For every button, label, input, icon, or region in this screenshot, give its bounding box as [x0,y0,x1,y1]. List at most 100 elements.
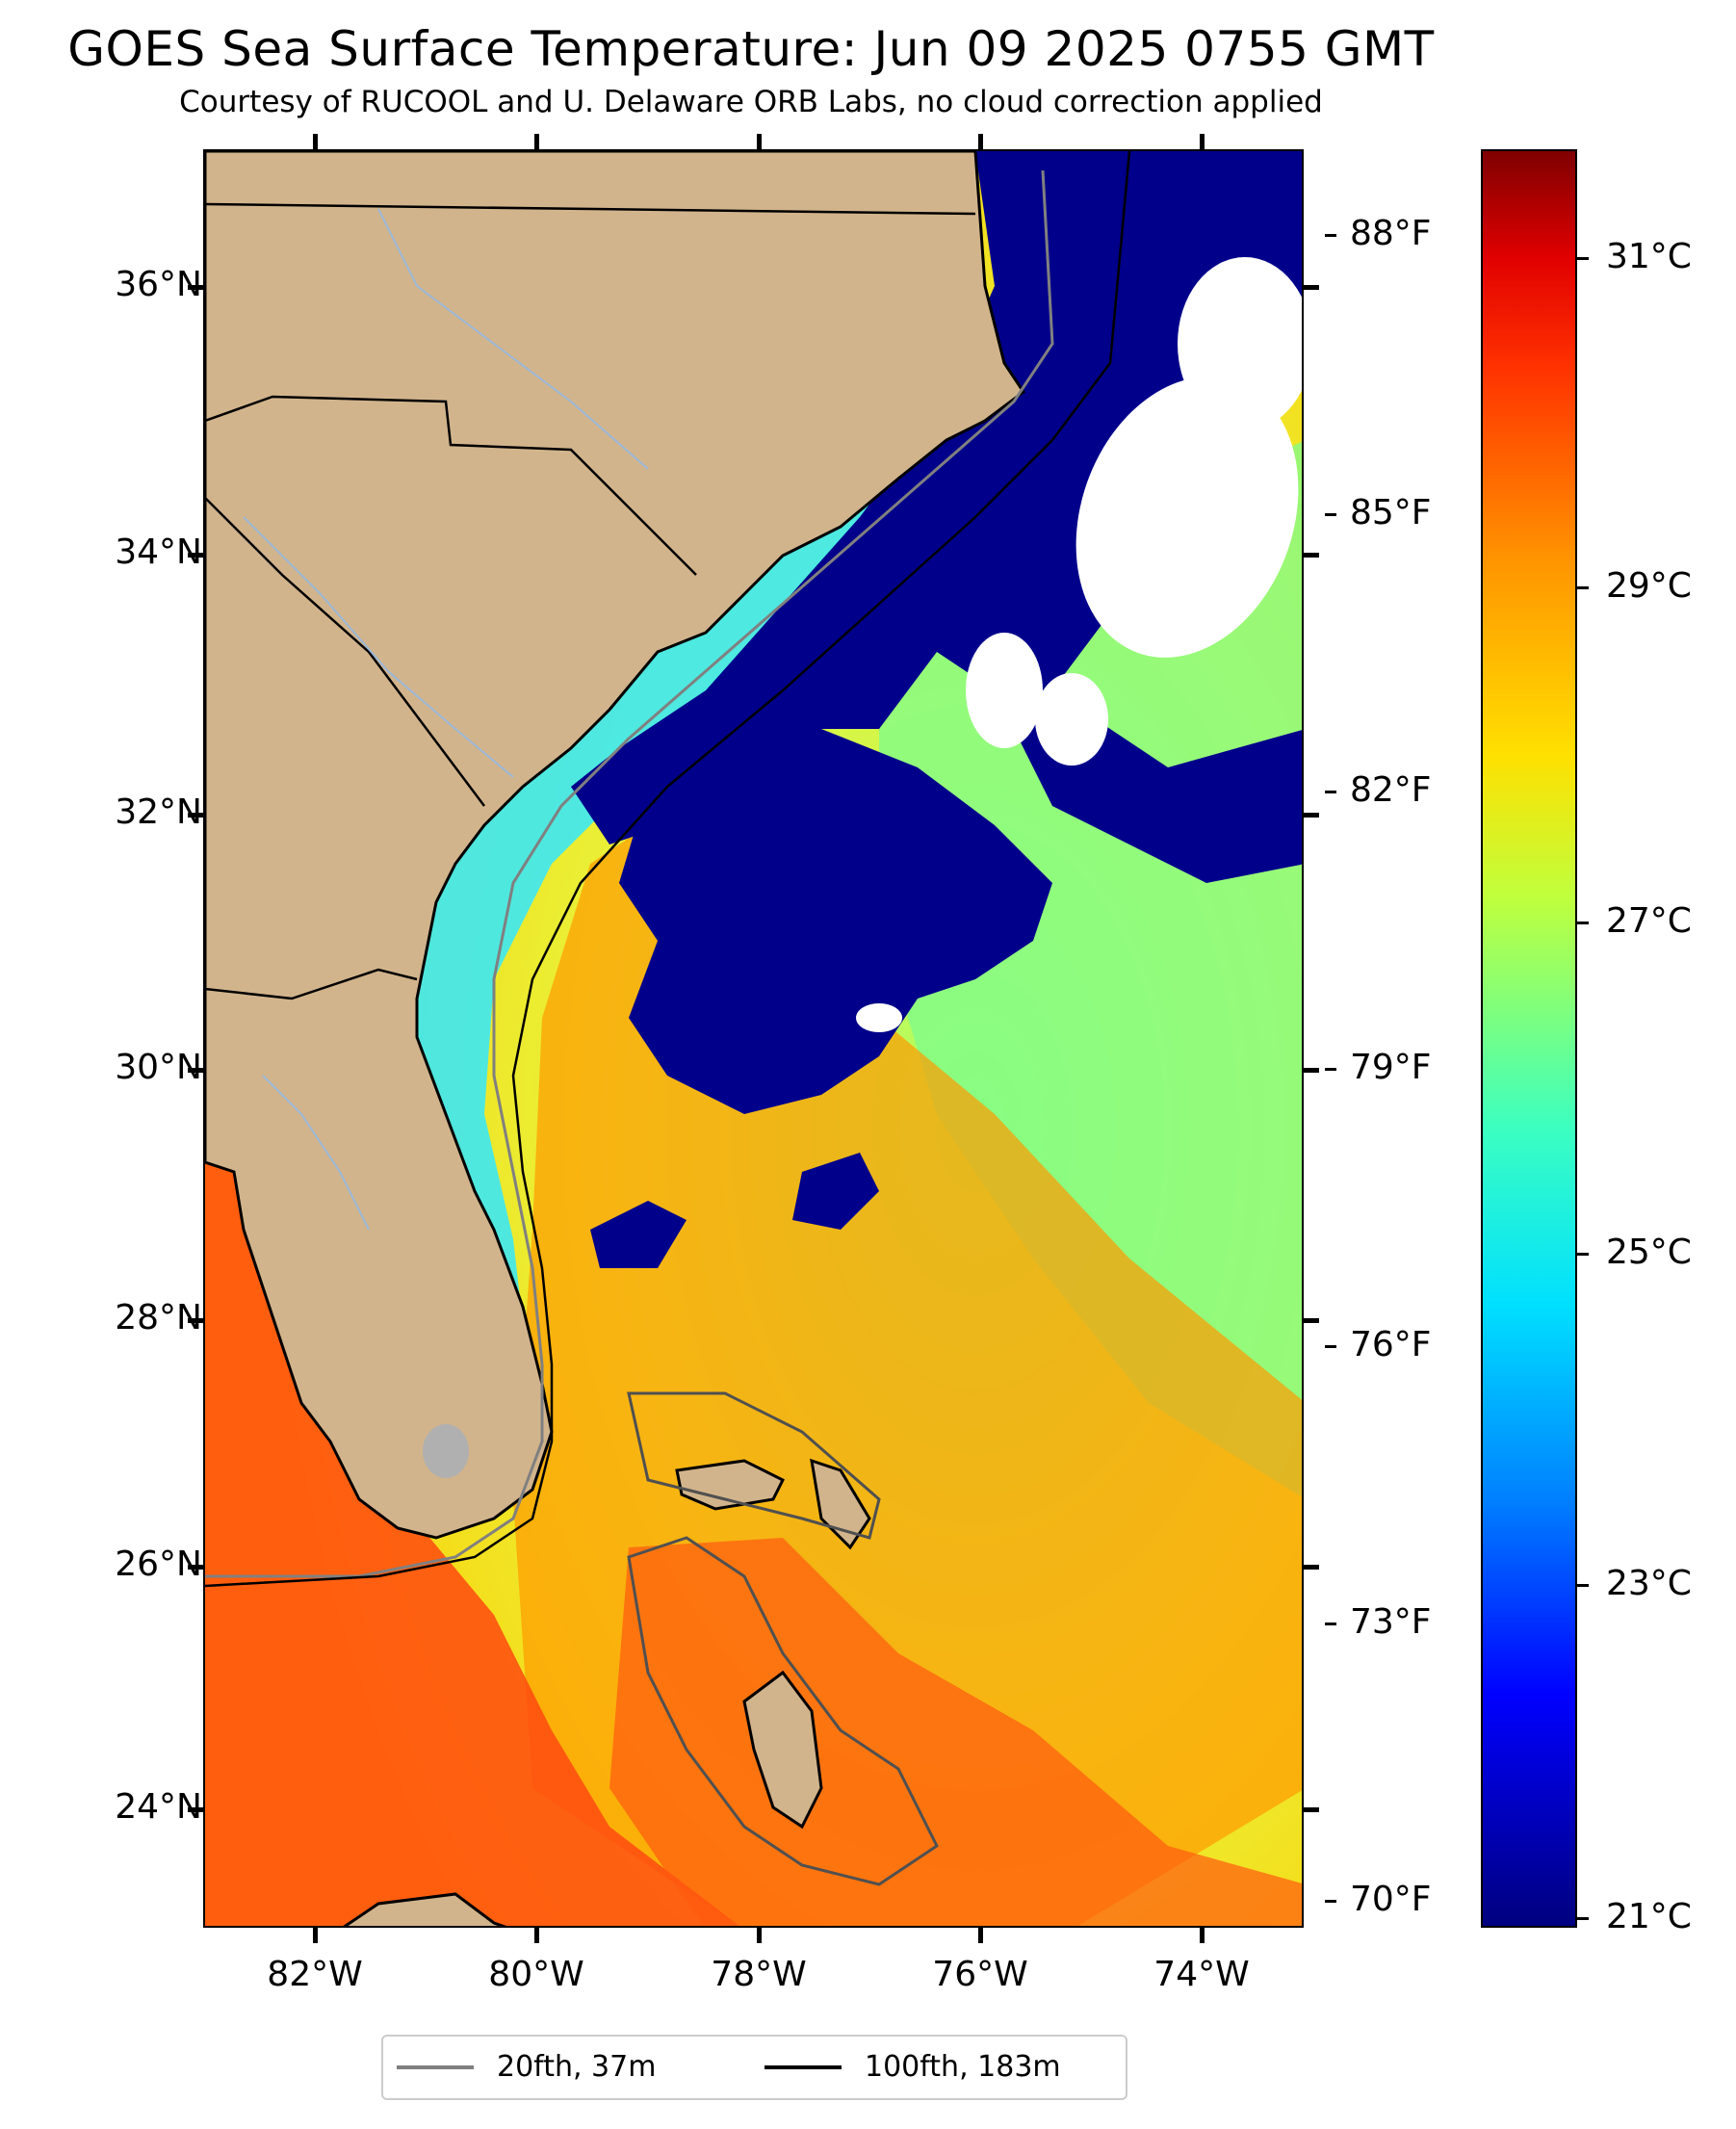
state-border-ga-fl [205,968,418,1000]
cloud-mask-patch1 [792,1153,879,1230]
tick-lon-76 [978,1928,983,1943]
tick-c-23 [1577,1584,1589,1587]
lat-label-36: 36°N [115,265,202,304]
warm-bahamas [609,1538,1302,1926]
state-border-sc-ga [205,497,485,807]
legend-label-20fth: 20fth, 37m [497,2050,657,2084]
tick-lon-74 [1200,1928,1205,1943]
tick-c-31 [1577,257,1589,260]
celsius-label-29: 29°C [1606,566,1692,606]
tick-lon-78 [757,1928,762,1943]
tick-lat-34 [188,553,203,558]
bahamas-andros [742,1670,823,1830]
no-data-hole-2 [966,633,1043,748]
tick-f-85 [1325,513,1336,516]
tick-c-29 [1577,586,1589,589]
tick-lat-30 [188,1068,203,1073]
celsius-label-27: 27°C [1606,901,1692,941]
tick-lat-36-right [1304,285,1319,290]
legend-line-gray [397,2064,474,2069]
river-2 [243,516,514,778]
colorbar [1481,149,1577,1928]
fahrenheit-label-76: 76°F [1350,1325,1432,1364]
fahrenheit-label-85: 85°F [1350,493,1432,532]
lon-label-76: 76°W [932,1955,1028,1994]
chart-title: GOES Sea Surface Temperature: Jun 09 202… [67,21,1435,77]
tick-f-79 [1325,1068,1336,1071]
celsius-label-25: 25°C [1606,1233,1692,1272]
legend: 20fth, 37m 100fth, 183m [381,2035,1127,2100]
legend-item-100fth: 100fth, 183m [764,2050,1061,2084]
fahrenheit-label-79: 79°F [1350,1048,1432,1087]
tick-lon-80 [534,1928,539,1943]
tick-lat-34-right [1304,553,1319,558]
cloud-mask-mid [619,729,1052,1114]
lon-label-80: 80°W [488,1955,584,1994]
no-data-hole-3 [1035,673,1108,766]
lake-okeechobee [423,1424,469,1478]
tick-lon-82-top [313,134,318,149]
fahrenheit-label-70: 70°F [1350,1880,1432,1919]
celsius-label-21: 21°C [1606,1897,1692,1936]
tick-lon-78-top [757,134,762,149]
lat-label-30: 30°N [115,1048,202,1087]
fahrenheit-label-73: 73°F [1350,1602,1432,1642]
tick-lat-24 [188,1807,203,1812]
fahrenheit-label-82: 82°F [1350,770,1432,810]
lat-label-28: 28°N [115,1298,202,1337]
tick-lat-30-right [1304,1068,1319,1073]
cloud-mask-patch2 [590,1201,687,1268]
river-1 [377,208,649,470]
tick-lat-28 [188,1318,203,1323]
bahamas-abaco [810,1458,871,1550]
tick-f-82 [1325,791,1336,793]
lon-label-74: 74°W [1153,1955,1250,1994]
isobath-100fth [205,151,1131,1588]
isobath-20fth [205,169,1054,1578]
land-cuba [343,1892,507,1926]
warm-south [205,1133,739,1926]
sst-map-svg [205,151,1302,1926]
tick-lat-32-right [1304,813,1319,818]
tick-f-76 [1325,1345,1336,1348]
lon-label-82: 82°W [267,1955,363,1994]
no-data-hole-5 [1178,257,1302,430]
tick-lon-80-top [534,134,539,149]
tick-f-88 [1325,234,1336,237]
tick-f-70 [1325,1900,1336,1903]
bahamas-grand [675,1459,786,1511]
no-data-hole-1 [1075,376,1299,658]
fahrenheit-label-88: 88°F [1350,214,1432,253]
sst-map [203,149,1304,1928]
cloud-mask-north [571,151,1302,883]
tick-c-25 [1577,1253,1589,1256]
tick-c-21 [1577,1917,1589,1920]
tick-lat-24-right [1304,1807,1319,1812]
cloud-mask-patch3 [1158,777,1264,864]
tick-lat-26 [188,1565,203,1570]
lat-label-24: 24°N [115,1787,202,1827]
tick-c-27 [1577,922,1589,924]
land-us [205,151,1026,1540]
tick-lon-74-top [1200,134,1205,149]
tick-lat-32 [188,813,203,818]
tick-lon-76-top [978,134,983,149]
lat-label-34: 34°N [115,532,202,572]
tick-lat-28-right [1304,1318,1319,1323]
legend-line-black [764,2064,842,2069]
tick-f-73 [1325,1623,1336,1625]
chart-subtitle: Courtesy of RUCOOL and U. Delaware ORB L… [179,85,1323,119]
tick-lon-82 [313,1928,318,1943]
tick-lat-36 [188,285,203,290]
legend-item-20fth: 20fth, 37m [397,2050,656,2084]
no-data-hole-4 [856,1003,902,1032]
lon-label-78: 78°W [711,1955,807,1994]
little-bahama-bank [627,1391,881,1540]
celsius-label-23: 23°C [1606,1564,1692,1603]
bahamas-bank [627,1536,939,1886]
lat-label-32: 32°N [115,792,202,832]
legend-label-100fth: 100fth, 183m [865,2050,1061,2084]
lat-label-26: 26°N [115,1545,202,1584]
state-border-va-nc [205,202,976,216]
celsius-label-31: 31°C [1606,237,1692,276]
